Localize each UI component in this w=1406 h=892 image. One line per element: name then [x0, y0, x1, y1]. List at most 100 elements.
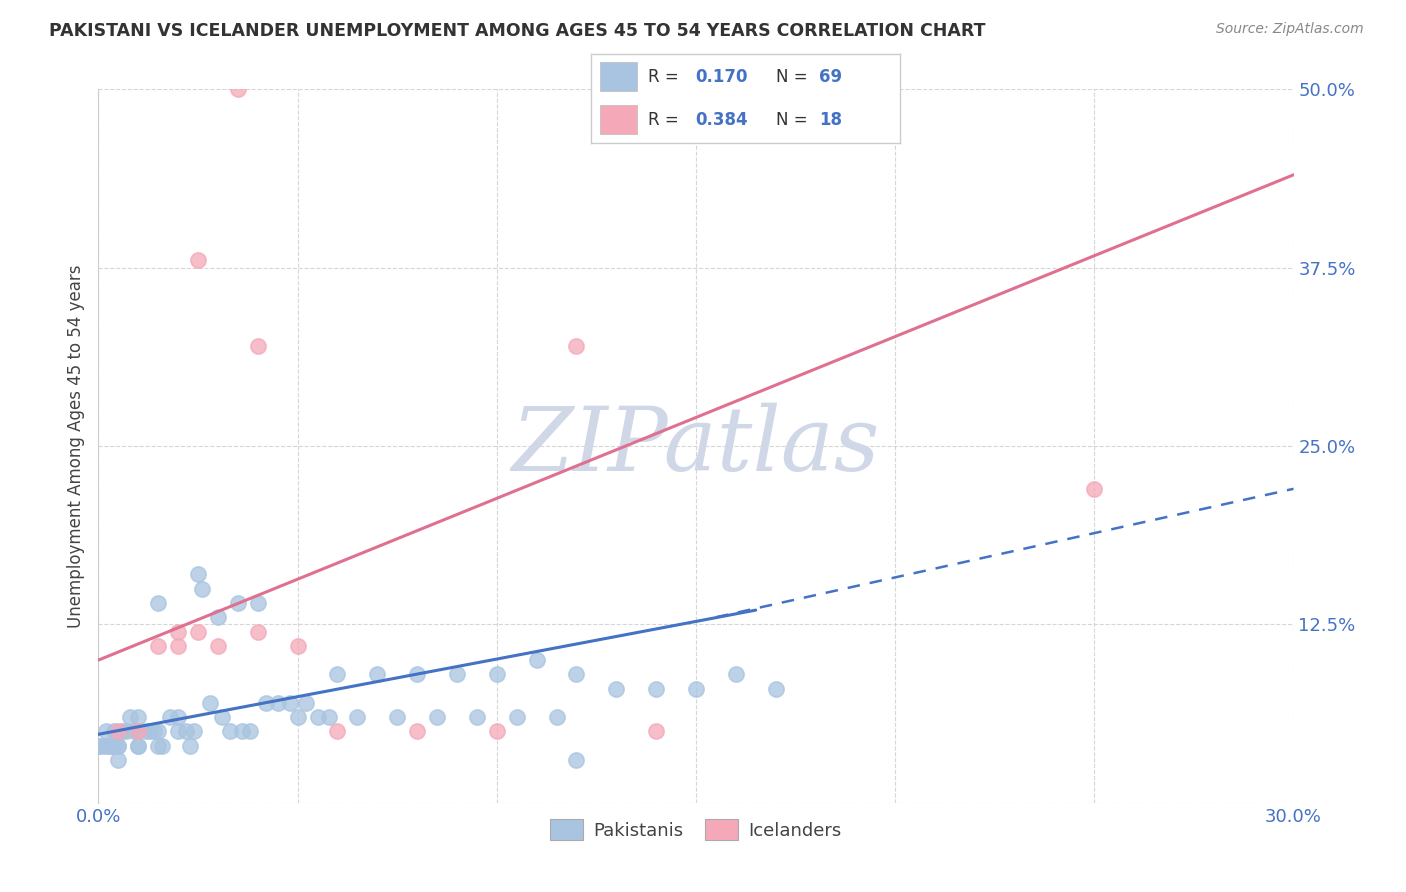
Point — [150, 739, 173, 753]
Text: 0.384: 0.384 — [696, 111, 748, 128]
Point — [87, 739, 110, 753]
Point — [465, 710, 488, 724]
Point — [267, 696, 290, 710]
Point — [526, 653, 548, 667]
Point — [605, 681, 627, 696]
Point — [326, 667, 349, 681]
Text: N =: N = — [776, 111, 813, 128]
Point — [96, 739, 118, 753]
Point — [127, 724, 149, 739]
Point — [103, 724, 125, 739]
Point — [326, 724, 349, 739]
Point — [191, 582, 214, 596]
Point — [1083, 482, 1105, 496]
Point — [127, 710, 149, 724]
Point — [246, 339, 269, 353]
Point — [183, 724, 205, 739]
Point — [546, 710, 568, 724]
Point — [645, 724, 668, 739]
Text: R =: R = — [648, 111, 683, 128]
Point — [219, 724, 242, 739]
Point — [174, 724, 197, 739]
Point — [167, 639, 190, 653]
Point — [426, 710, 449, 724]
Point — [148, 724, 170, 739]
Point — [385, 710, 409, 724]
FancyBboxPatch shape — [600, 62, 637, 91]
Point — [103, 739, 125, 753]
Point — [107, 753, 129, 767]
Point — [446, 667, 468, 681]
Point — [148, 739, 170, 753]
Text: R =: R = — [648, 68, 683, 86]
Point — [127, 739, 149, 753]
Point — [96, 724, 118, 739]
Point — [765, 681, 787, 696]
Point — [135, 724, 157, 739]
Point — [207, 610, 229, 624]
Point — [226, 596, 249, 610]
Y-axis label: Unemployment Among Ages 45 to 54 years: Unemployment Among Ages 45 to 54 years — [66, 264, 84, 628]
Point — [246, 596, 269, 610]
Point — [207, 639, 229, 653]
Point — [565, 667, 588, 681]
Point — [346, 710, 368, 724]
Text: ZIPatlas: ZIPatlas — [512, 402, 880, 490]
Point — [187, 253, 209, 268]
Text: PAKISTANI VS ICELANDER UNEMPLOYMENT AMONG AGES 45 TO 54 YEARS CORRELATION CHART: PAKISTANI VS ICELANDER UNEMPLOYMENT AMON… — [49, 22, 986, 40]
Point — [294, 696, 316, 710]
Point — [124, 724, 146, 739]
Point — [143, 724, 166, 739]
Point — [115, 724, 138, 739]
Point — [187, 624, 209, 639]
Point — [120, 710, 142, 724]
Point — [198, 696, 221, 710]
Point — [226, 82, 249, 96]
Point — [187, 567, 209, 582]
Point — [366, 667, 388, 681]
Point — [211, 710, 233, 724]
Point — [98, 739, 122, 753]
Point — [506, 710, 529, 724]
Point — [565, 339, 588, 353]
Legend: Pakistanis, Icelanders: Pakistanis, Icelanders — [543, 812, 849, 847]
Point — [111, 724, 134, 739]
Point — [91, 739, 114, 753]
Text: 0.170: 0.170 — [696, 68, 748, 86]
FancyBboxPatch shape — [600, 105, 637, 134]
Text: Source: ZipAtlas.com: Source: ZipAtlas.com — [1216, 22, 1364, 37]
Point — [107, 724, 129, 739]
Point — [167, 624, 190, 639]
Point — [645, 681, 668, 696]
Point — [167, 710, 190, 724]
Point — [167, 724, 190, 739]
Point — [87, 739, 110, 753]
Point — [107, 739, 129, 753]
Point — [148, 639, 170, 653]
Point — [287, 710, 309, 724]
Point — [685, 681, 707, 696]
Point — [307, 710, 329, 724]
Point — [485, 724, 508, 739]
Point — [98, 739, 122, 753]
Point — [278, 696, 301, 710]
Point — [724, 667, 747, 681]
Point — [107, 739, 129, 753]
Point — [231, 724, 253, 739]
Point — [139, 724, 162, 739]
Point — [239, 724, 262, 739]
Point — [179, 739, 201, 753]
Point — [254, 696, 277, 710]
Text: 69: 69 — [820, 68, 842, 86]
Point — [406, 667, 429, 681]
Point — [159, 710, 181, 724]
Point — [287, 639, 309, 653]
Point — [127, 739, 149, 753]
Point — [565, 753, 588, 767]
Text: 18: 18 — [820, 111, 842, 128]
Point — [318, 710, 340, 724]
Point — [406, 724, 429, 739]
Text: N =: N = — [776, 68, 813, 86]
Point — [485, 667, 508, 681]
Point — [127, 724, 149, 739]
